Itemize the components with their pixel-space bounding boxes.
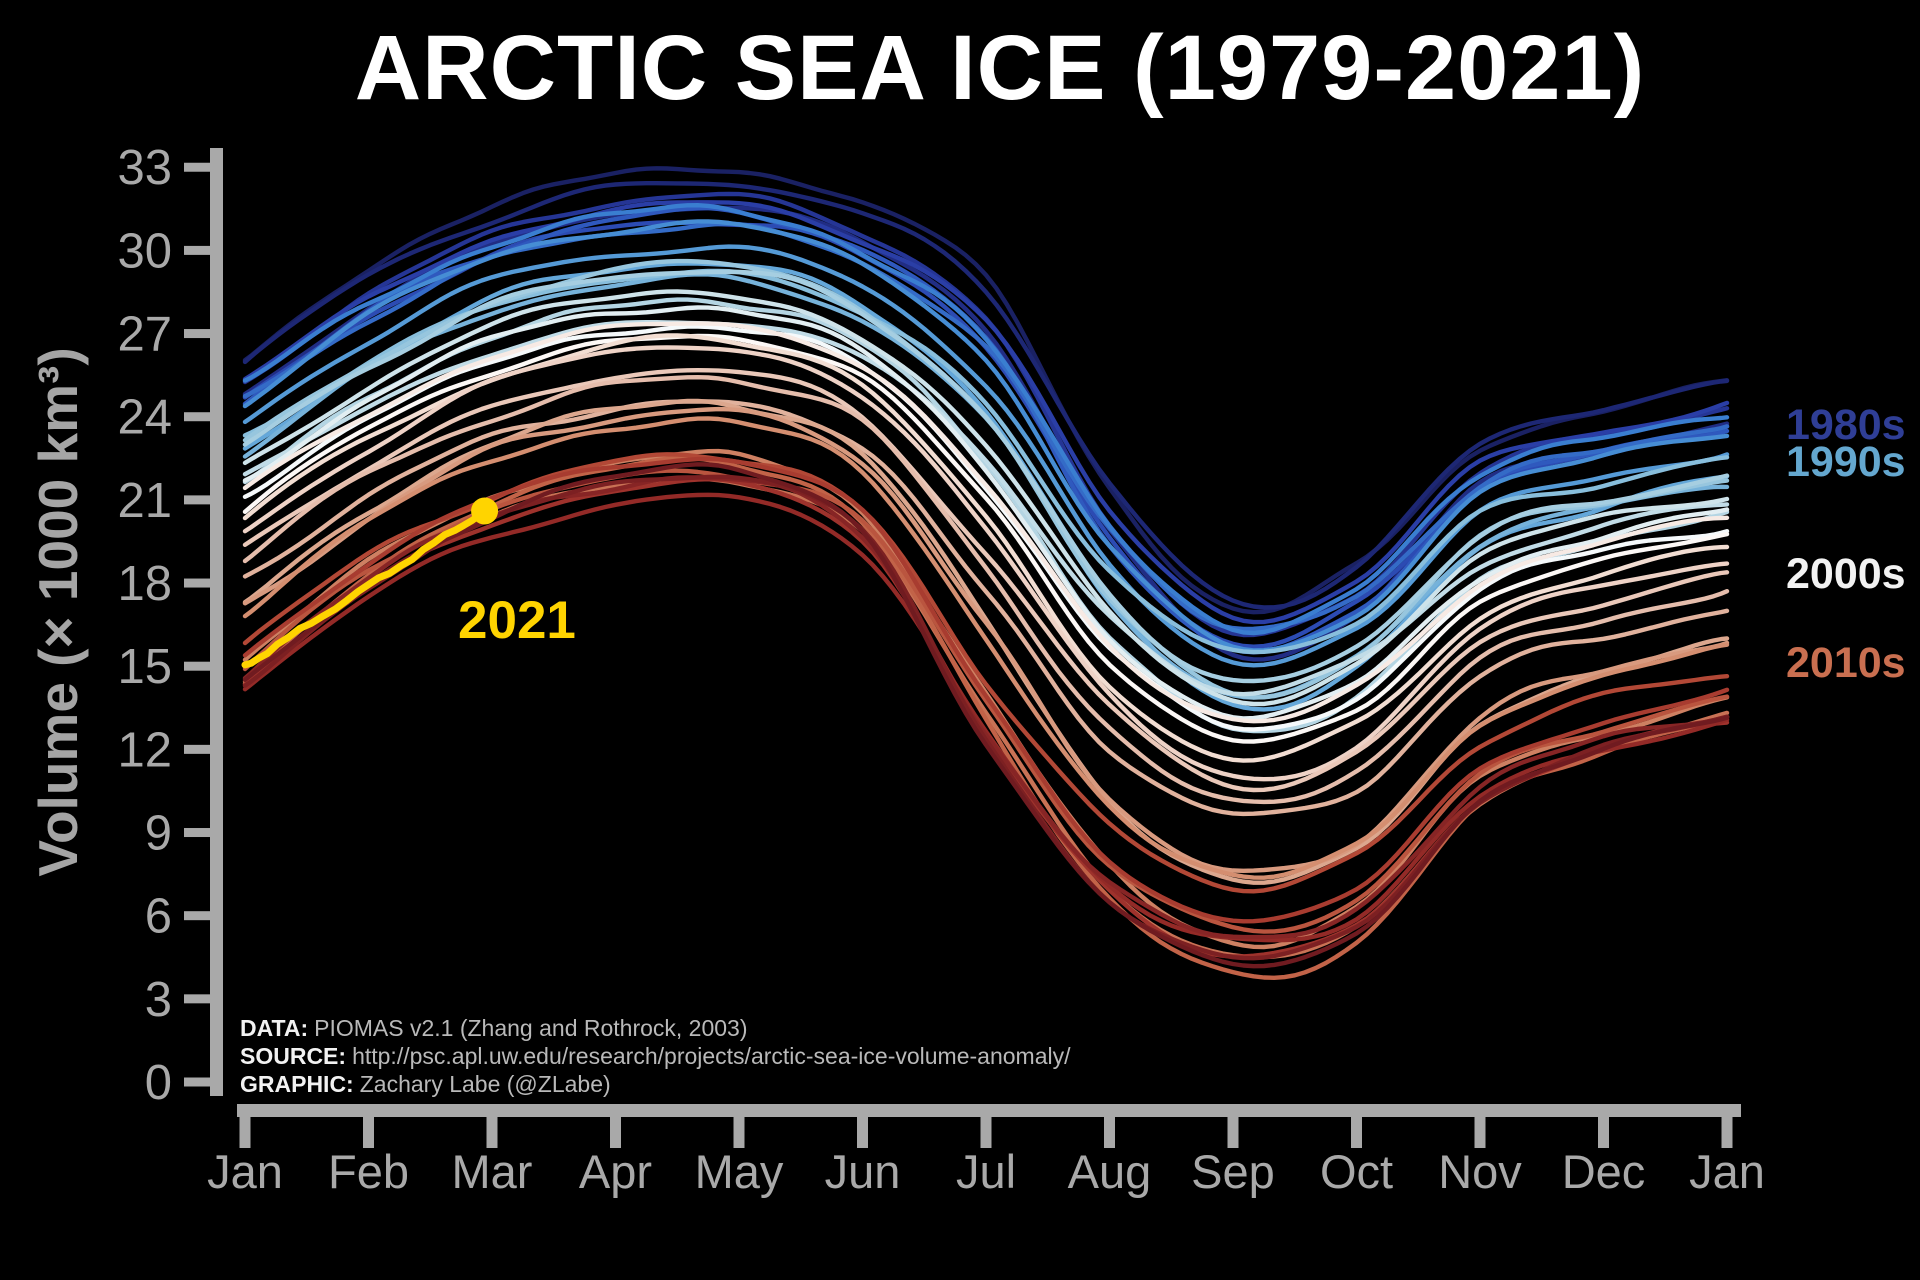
x-tick-6 (980, 1104, 992, 1148)
credit-source-prefix: SOURCE: (240, 1043, 347, 1069)
credit-graphic-prefix: GRAPHIC: (240, 1071, 354, 1097)
y-tick-24 (184, 412, 211, 422)
x-tick-label-sep-8: Sep (1191, 1145, 1275, 1198)
x-tick-label-oct-9: Oct (1320, 1145, 1393, 1198)
y-tick-label-0: 0 (145, 1056, 172, 1110)
y-tick-15 (184, 661, 211, 671)
x-tick-label-aug-7: Aug (1068, 1145, 1152, 1198)
ice-volume-line-1998 (242, 305, 1730, 721)
y-tick-0 (184, 1077, 211, 1087)
y-tick-21 (184, 495, 211, 505)
ice-volume-line-1988 (242, 219, 1730, 653)
x-tick-label-apr-3: Apr (579, 1145, 652, 1198)
x-tick-0 (239, 1104, 251, 1148)
x-tick-3 (610, 1104, 621, 1148)
legend-1980s: 1980s (1786, 401, 1906, 449)
credit-graphic: GRAPHIC: Zachary Labe (@ZLabe) (240, 1070, 1071, 1098)
y-tick-30 (184, 245, 211, 255)
credit-graphic-text: Zachary Labe (@ZLabe) (359, 1071, 611, 1097)
x-tick-10 (1474, 1104, 1486, 1148)
y-tick-label-30: 30 (117, 224, 172, 278)
ice-volume-line-2015 (242, 456, 1730, 924)
ice-volume-line-2021-highlight (241, 506, 489, 669)
ice-volume-line-2006 (242, 399, 1730, 817)
x-tick-8 (1227, 1104, 1239, 1148)
x-tick-7 (1104, 1104, 1115, 1148)
y-tick-label-18: 18 (117, 557, 172, 611)
x-tick-label-jan-12: Jan (1689, 1145, 1765, 1198)
x-tick-11 (1598, 1104, 1609, 1148)
x-tick-12 (1721, 1104, 1733, 1148)
ice-volume-line-1996 (242, 320, 1730, 697)
legend-2000s: 2000s (1786, 550, 1906, 598)
legend-1990s: 1990s (1786, 438, 1906, 486)
y-tick-label-24: 24 (117, 391, 172, 445)
credit-data-text: PIOMAS v2.1 (Zhang and Rothrock, 2003) (314, 1015, 748, 1041)
ice-volume-line-2003 (242, 345, 1730, 782)
credit-source-text: http://psc.apl.uw.edu/research/projects/… (352, 1043, 1071, 1069)
y-tick-12 (184, 744, 211, 754)
y-tick-label-3: 3 (145, 973, 172, 1027)
x-tick-9 (1351, 1104, 1362, 1148)
x-tick-label-dec-11: Dec (1562, 1145, 1646, 1198)
y-tick-27 (184, 329, 211, 339)
ice-volume-line-2004 (242, 368, 1730, 793)
x-tick-label-nov-10: Nov (1438, 1145, 1522, 1198)
ice-volume-line-2005 (242, 375, 1730, 805)
credit-source: SOURCE: http://psc.apl.uw.edu/research/pr… (240, 1042, 1071, 1070)
y-tick-3 (184, 994, 211, 1004)
ice-volume-line-1980 (242, 181, 1730, 610)
y-tick-label-9: 9 (145, 807, 172, 861)
y-axis-title: Volume (× 1000 km³) (27, 347, 89, 877)
current-value-dot-2021 (471, 497, 499, 525)
page-title: ARCTIC SEA ICE (1979-2021) (354, 17, 1646, 119)
ice-volume-line-2008 (242, 406, 1730, 873)
x-tick-1 (363, 1104, 374, 1148)
y-tick-label-33: 33 (117, 141, 172, 195)
x-tick-4 (733, 1104, 745, 1148)
ice-volume-line-2000 (242, 333, 1730, 744)
x-tick-label-jul-6: Jul (956, 1145, 1016, 1198)
x-tick-label-mar-2: Mar (452, 1145, 533, 1198)
y-tick-label-21: 21 (117, 474, 172, 528)
ice-volume-line-1981 (242, 205, 1730, 662)
ice-volume-line-1983 (242, 200, 1730, 625)
legend-2010s: 2010s (1786, 639, 1906, 687)
credit-data-prefix: DATA: (240, 1015, 309, 1041)
y-tick-9 (184, 828, 211, 838)
y-tick-label-12: 12 (117, 723, 172, 777)
ice-volume-line-2001 (242, 321, 1730, 724)
y-tick-label-6: 6 (145, 890, 172, 944)
y-tick-label-27: 27 (117, 308, 172, 362)
ice-volume-line-2009 (242, 416, 1730, 880)
x-tick-label-may-4: May (695, 1145, 784, 1198)
highlight-year-label: 2021 (458, 591, 576, 650)
x-tick-5 (857, 1104, 868, 1148)
ice-volume-line-1994 (242, 269, 1730, 684)
ice-volume-line-1979 (242, 166, 1730, 615)
y-tick-18 (184, 578, 211, 588)
y-tick-6 (184, 911, 211, 921)
x-tick-2 (486, 1104, 498, 1148)
ice-volume-line-1999 (242, 324, 1730, 732)
y-axis-spine (210, 148, 223, 1096)
credit-data: DATA: PIOMAS v2.1 (Zhang and Rothrock, 20… (240, 1014, 1071, 1042)
credits-block: DATA: PIOMAS v2.1 (Zhang and Rothrock, 20… (240, 1014, 1071, 1098)
y-tick-label-15: 15 (117, 640, 172, 694)
ice-volume-line-1997 (242, 289, 1730, 707)
ice-volume-line-1987 (242, 203, 1730, 636)
x-tick-label-jun-5: Jun (825, 1145, 901, 1198)
x-tick-label-feb-1: Feb (328, 1145, 409, 1198)
x-tick-label-jan-0: Jan (207, 1145, 283, 1198)
y-tick-33 (184, 162, 211, 172)
